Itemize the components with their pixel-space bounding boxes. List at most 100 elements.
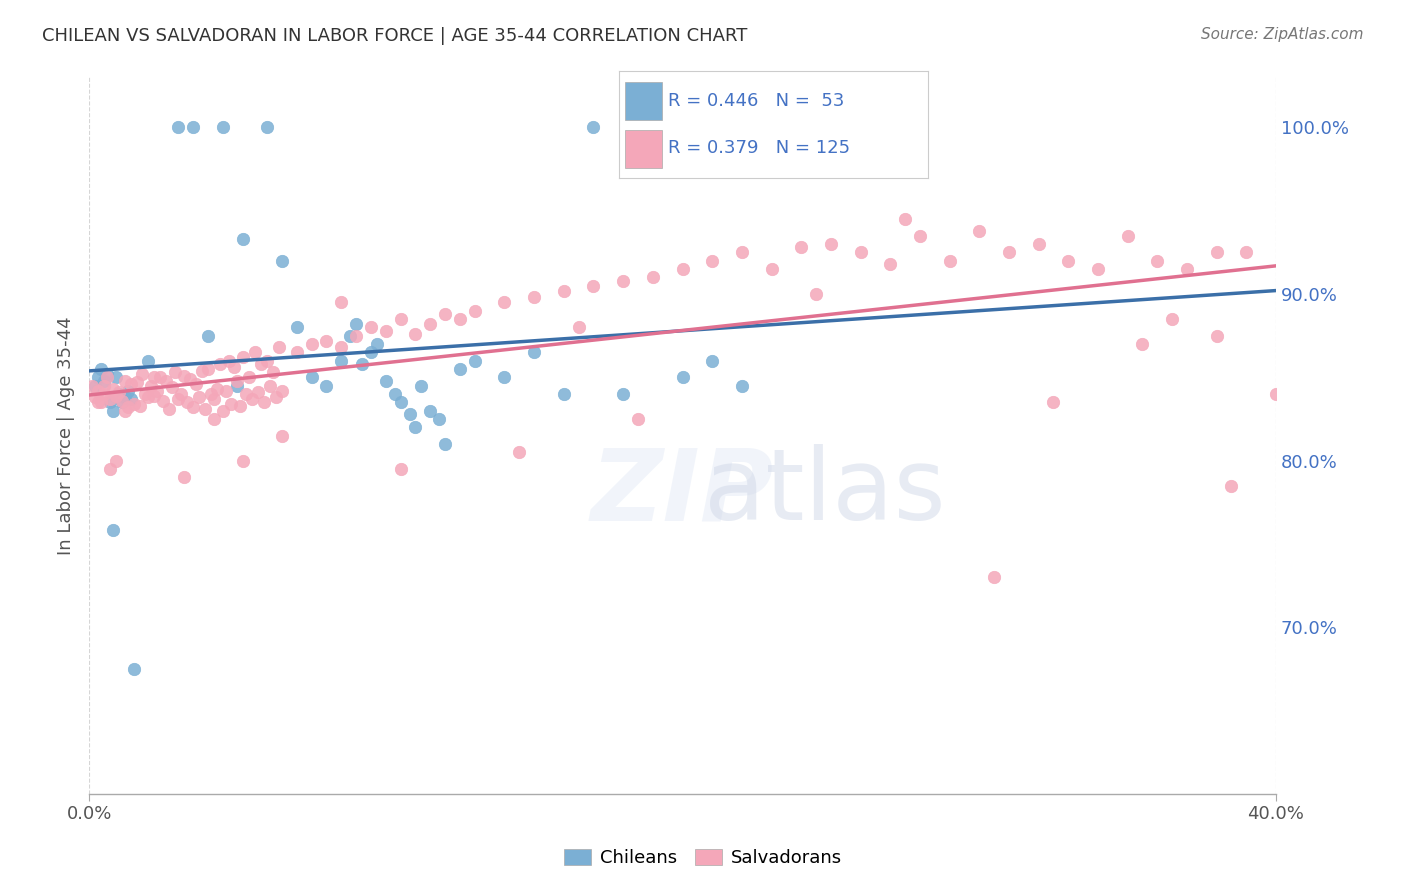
Point (98, 462, 121, 476)
Point (330, 353, 353, 368)
Point (366, 337, 388, 351)
Point (218, 353, 240, 368)
Point (191, 363, 214, 377)
Point (117, 401, 139, 415)
Point (184, 376, 207, 391)
Point (114, 403, 136, 417)
Point (1028, 237, 1050, 252)
Point (315, 334, 337, 348)
Point (232, 453, 254, 467)
Point (879, 257, 901, 271)
Point (104, 388, 127, 402)
Text: ZIP: ZIP (591, 444, 775, 541)
Point (1205, 328, 1227, 343)
Point (90, 395, 112, 409)
Point (226, 374, 249, 388)
Point (264, 390, 287, 404)
Point (339, 328, 361, 343)
Point (104, 370, 127, 384)
Point (93, 378, 115, 392)
Point (553, 387, 575, 401)
Point (104, 453, 127, 467)
Point (173, 470, 195, 484)
Point (1042, 395, 1064, 409)
Point (131, 367, 153, 381)
Point (187, 390, 209, 404)
Point (205, 382, 228, 396)
Point (256, 353, 278, 368)
Point (138, 353, 160, 368)
Point (146, 384, 169, 398)
Point (389, 395, 412, 409)
Point (271, 253, 294, 268)
Point (208, 357, 231, 371)
Point (449, 312, 471, 326)
Point (120, 376, 142, 391)
Point (404, 326, 426, 341)
Point (247, 385, 270, 400)
Point (143, 370, 166, 384)
Point (494, 295, 516, 310)
Point (983, 570, 1005, 584)
Point (226, 378, 249, 392)
Point (553, 284, 575, 298)
Point (790, 240, 813, 254)
Point (202, 392, 225, 406)
Point (1265, 387, 1288, 401)
Point (464, 353, 486, 368)
Point (301, 370, 323, 384)
Point (908, 228, 931, 243)
Point (149, 370, 172, 384)
Point (111, 393, 134, 408)
Point (434, 307, 457, 321)
Point (122, 662, 145, 676)
Point (419, 403, 441, 417)
Point (449, 362, 471, 376)
Text: R = 0.379   N = 125: R = 0.379 N = 125 (668, 139, 851, 157)
Point (804, 287, 827, 301)
Point (114, 390, 136, 404)
Point (301, 337, 323, 351)
Point (128, 399, 150, 413)
Point (181, 401, 204, 415)
Point (93, 374, 115, 388)
Point (330, 340, 353, 354)
Point (967, 224, 990, 238)
Point (344, 317, 367, 331)
Point (419, 317, 441, 331)
Point (360, 345, 382, 359)
Point (96, 370, 118, 384)
Point (671, 262, 693, 277)
Point (117, 384, 139, 398)
Point (232, 351, 254, 365)
Point (211, 120, 233, 135)
Point (214, 384, 236, 398)
Point (229, 399, 252, 413)
Point (194, 401, 217, 416)
Point (702, 253, 724, 268)
Point (612, 274, 634, 288)
Point (80, 378, 103, 392)
Point (250, 357, 273, 371)
Point (1057, 253, 1080, 268)
Point (262, 365, 284, 379)
Point (411, 378, 433, 392)
Point (1205, 245, 1227, 260)
Point (134, 387, 156, 401)
Point (849, 245, 872, 260)
Point (641, 120, 664, 135)
Point (160, 380, 183, 394)
Point (165, 365, 187, 379)
Point (235, 387, 257, 401)
Point (157, 401, 180, 416)
Point (731, 245, 754, 260)
Point (84, 378, 107, 392)
Point (167, 392, 190, 406)
Point (582, 278, 605, 293)
Point (98, 395, 121, 409)
Point (87, 395, 110, 409)
Point (582, 120, 605, 135)
Point (197, 328, 219, 343)
Y-axis label: In Labor Force | Age 35-44: In Labor Force | Age 35-44 (58, 317, 75, 555)
Point (101, 403, 124, 417)
